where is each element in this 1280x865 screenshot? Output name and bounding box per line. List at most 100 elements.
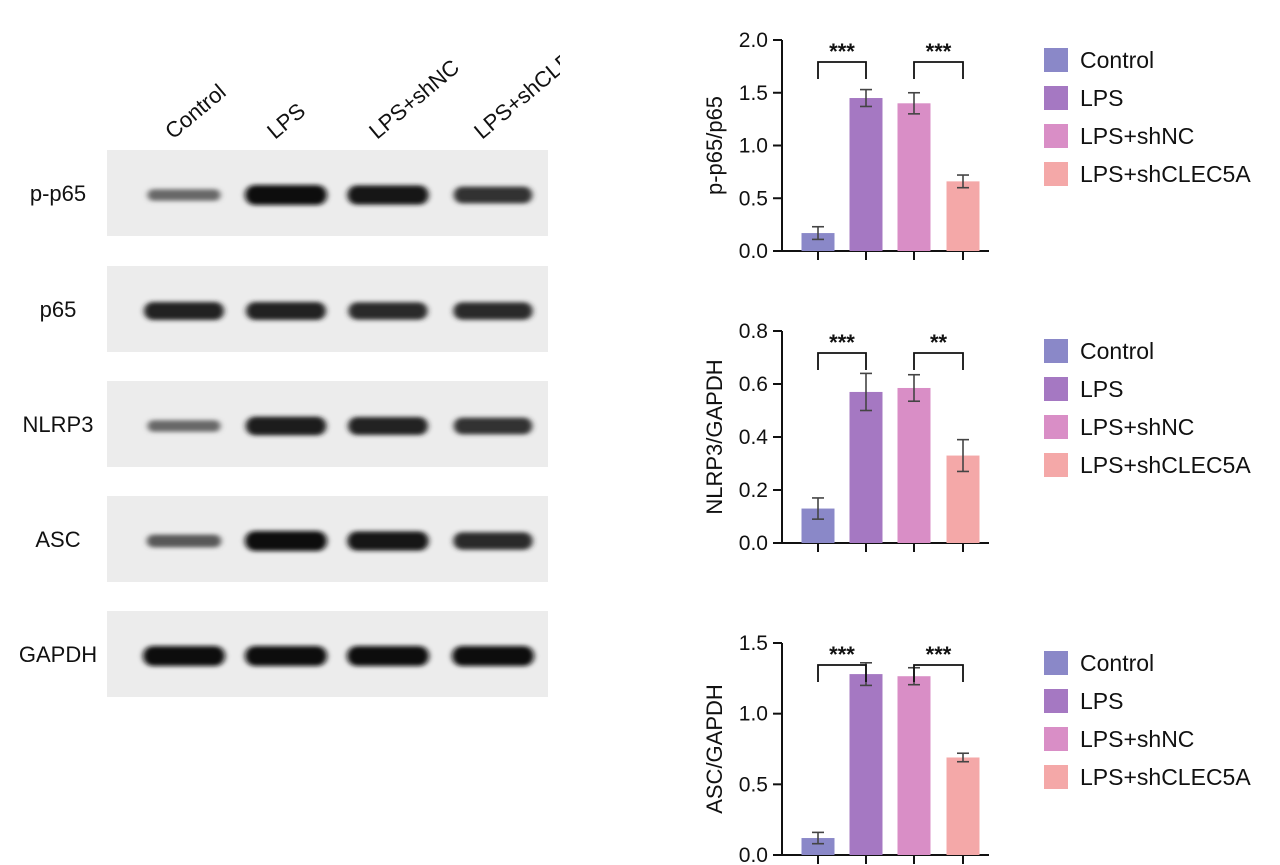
legend-swatch <box>1044 415 1068 439</box>
protein-label: p-p65 <box>30 181 86 206</box>
legend-swatch <box>1044 453 1068 477</box>
significance-bracket <box>913 664 964 682</box>
blot-row: NLRP3 <box>23 381 548 467</box>
blot-band <box>453 532 533 550</box>
blot-band <box>452 646 534 666</box>
blot-rows: p-p65 p65 NLRP3 ASC GAPDH <box>19 150 548 697</box>
legend-swatch <box>1044 727 1068 751</box>
bar <box>849 674 883 855</box>
legend-label: LPS+shCLEC5A <box>1080 452 1251 478</box>
blot-band <box>347 531 429 551</box>
chart-p-p65: 0.0 0.5 1.0 1.5 2.0 p-p65/p65 *** *** Control LPS… <box>702 29 1251 263</box>
legend-label: Control <box>1080 338 1154 364</box>
significance-label: *** <box>829 330 855 355</box>
bar <box>849 391 883 543</box>
legend-swatch <box>1044 651 1068 675</box>
y-tick-label: 1.5 <box>739 632 768 655</box>
lane-label: Control <box>160 79 230 144</box>
legend-swatch <box>1044 86 1068 110</box>
significance-bracket <box>817 61 867 79</box>
legend-swatch <box>1044 48 1068 72</box>
legend-label: LPS <box>1080 376 1123 402</box>
significance-bracket <box>913 352 964 370</box>
y-tick-label: 1.0 <box>739 135 768 158</box>
lane-label: LPS+shNC <box>364 54 464 144</box>
bar <box>946 181 980 251</box>
y-tick-label: 1.0 <box>739 703 768 726</box>
blot-band <box>147 189 221 201</box>
legend-label: LPS+shCLEC5A <box>1080 764 1251 790</box>
legend-label: LPS+shNC <box>1080 123 1194 149</box>
blot-band <box>143 646 225 666</box>
legend-label: LPS <box>1080 85 1123 111</box>
lane-label: LPS+shCLEC5A <box>469 20 560 144</box>
bar-charts-panel: 0.0 0.5 1.0 1.5 2.0 p-p65/p65 *** *** Control LPS… <box>702 29 1251 865</box>
y-tick-label: 0.2 <box>739 479 768 502</box>
blot-band <box>146 534 222 548</box>
bar <box>897 676 931 855</box>
y-tick-label: 0.8 <box>739 320 768 343</box>
blot-row: GAPDH <box>19 611 548 697</box>
significance-label: *** <box>829 39 855 64</box>
y-tick-label: 2.0 <box>739 29 768 52</box>
legend-swatch <box>1044 162 1068 186</box>
y-tick-label: 0.5 <box>739 187 768 210</box>
chart-asc: 0.0 0.5 1.0 1.5 ASC/GAPDH *** *** Control LPS LPS… <box>702 632 1251 865</box>
blot-band <box>453 417 533 435</box>
y-tick-label: 0.0 <box>739 240 768 263</box>
blot-row: p65 <box>40 266 548 352</box>
bar <box>946 757 980 855</box>
significance-label: *** <box>926 642 952 667</box>
legend-swatch <box>1044 377 1068 401</box>
blot-band <box>453 302 533 320</box>
legend-swatch <box>1044 689 1068 713</box>
blot-band <box>245 531 327 551</box>
blot-band <box>245 646 327 666</box>
legend-label: Control <box>1080 47 1154 73</box>
significance-bracket <box>913 61 964 79</box>
y-axis-title: NLRP3/GAPDH <box>702 359 727 514</box>
legend-swatch <box>1044 124 1068 148</box>
significance-bracket <box>817 664 867 682</box>
y-axis-title: p-p65/p65 <box>702 96 727 195</box>
significance-label: *** <box>926 39 952 64</box>
significance-label: ** <box>930 330 948 355</box>
legend-swatch <box>1044 765 1068 789</box>
blot-band <box>348 416 428 436</box>
blot-row: ASC <box>35 496 548 582</box>
protein-label: ASC <box>35 527 80 552</box>
blot-band <box>245 416 327 436</box>
bar <box>897 387 931 543</box>
legend-swatch <box>1044 339 1068 363</box>
bar <box>849 98 883 252</box>
y-tick-label: 0.6 <box>739 373 768 396</box>
bar <box>801 838 835 855</box>
western-blot-panel: Control LPS LPS+shNC LPS+shCLEC5A p-p65 p65 N… <box>19 20 560 697</box>
blot-row: p-p65 <box>30 150 548 236</box>
blot-band <box>347 646 429 666</box>
lane-labels: Control LPS LPS+shNC LPS+shCLEC5A <box>160 20 560 144</box>
significance-bracket <box>817 352 867 370</box>
legend-label: LPS+shNC <box>1080 726 1194 752</box>
protein-label: NLRP3 <box>23 412 94 437</box>
lane-label: LPS <box>262 98 310 144</box>
y-tick-label: 0.0 <box>739 844 768 865</box>
y-tick-label: 1.5 <box>739 82 768 105</box>
significance-label: *** <box>829 642 855 667</box>
blot-band <box>147 420 221 432</box>
blot-band <box>348 302 428 320</box>
legend-label: Control <box>1080 650 1154 676</box>
y-tick-label: 0.4 <box>739 426 769 449</box>
y-tick-label: 0.0 <box>739 532 768 555</box>
protein-label: GAPDH <box>19 642 97 667</box>
blot-band <box>347 185 429 205</box>
blot-band <box>453 186 533 204</box>
protein-label: p65 <box>40 297 77 322</box>
blot-band <box>246 301 326 321</box>
y-axis-title: ASC/GAPDH <box>702 684 727 814</box>
legend-label: LPS+shNC <box>1080 414 1194 440</box>
bar <box>897 103 931 251</box>
legend-label: LPS <box>1080 688 1123 714</box>
y-tick-label: 0.5 <box>739 773 768 796</box>
